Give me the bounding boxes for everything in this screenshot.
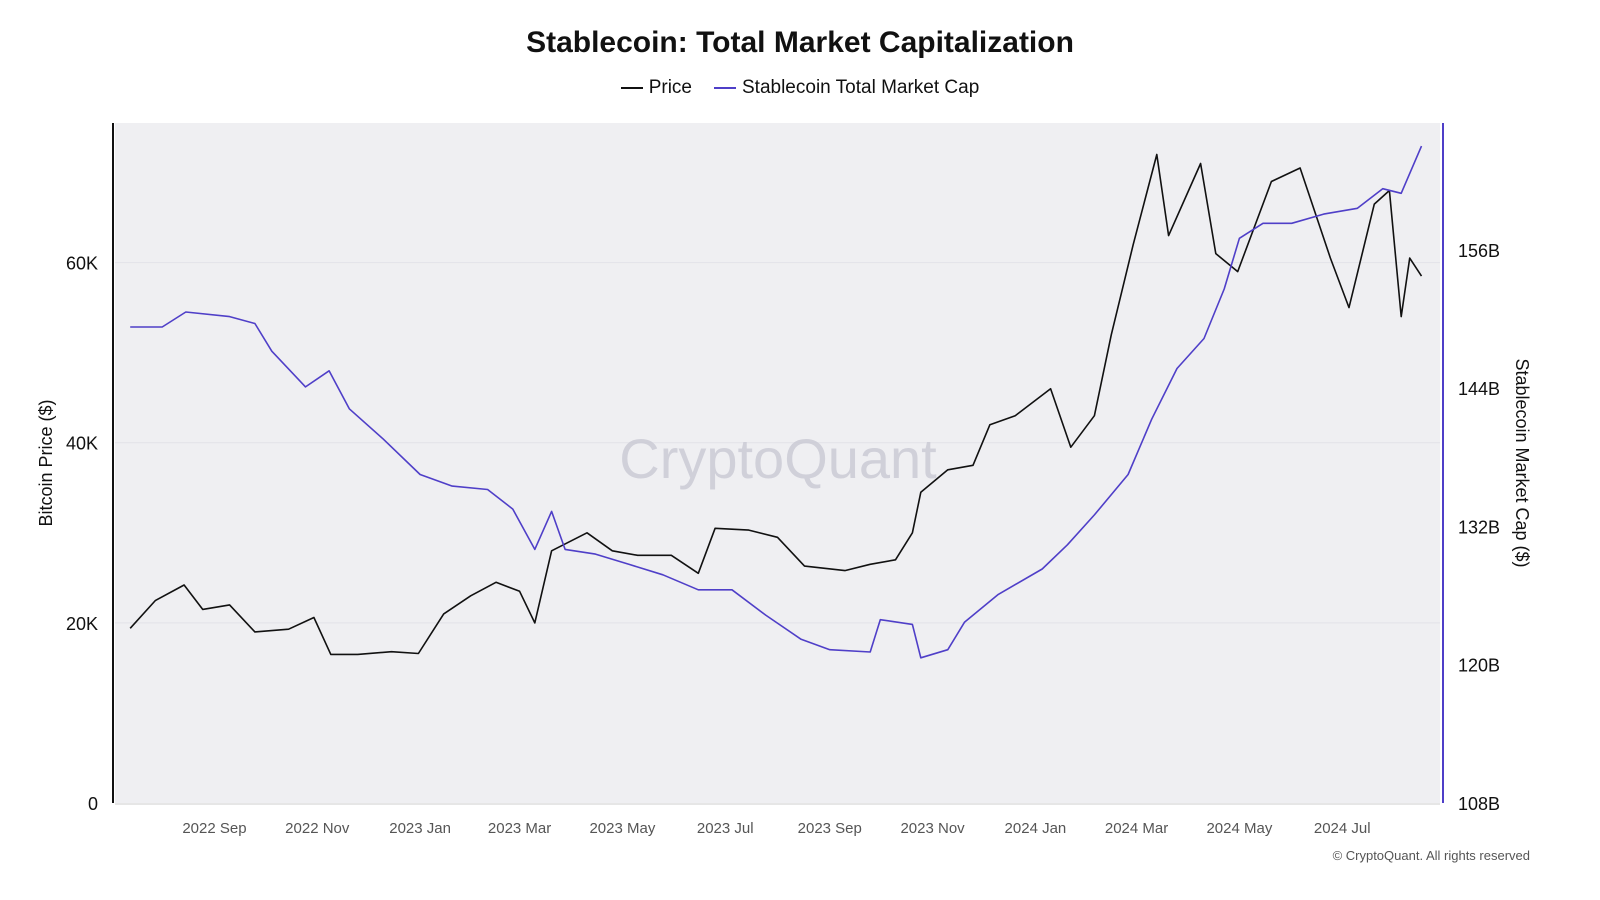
y-left-axis-label: Bitcoin Price ($) xyxy=(36,399,56,526)
plot-area xyxy=(115,123,1440,803)
x-tick-label: 2024 May xyxy=(1206,820,1272,837)
x-tick-label: 2023 May xyxy=(589,820,655,837)
legend-swatch-price xyxy=(620,87,643,89)
x-tick-label: 2024 Jan xyxy=(1005,820,1067,837)
chart-title: Stablecoin: Total Market Capitalization xyxy=(526,26,1074,59)
x-tick-label: 2023 Jul xyxy=(697,820,754,837)
x-tick-label: 2022 Sep xyxy=(182,820,246,837)
copyright-footer: © CryptoQuant. All rights reserved xyxy=(1332,848,1530,863)
x-tick-label: 2023 Sep xyxy=(798,820,862,837)
legend-label-price: Price xyxy=(648,77,692,98)
legend-swatch-stablecoin xyxy=(714,87,736,89)
x-tick-label: 2023 Nov xyxy=(900,820,965,837)
y-left-tick-label: 40K xyxy=(66,434,98,454)
x-tick-label: 2024 Mar xyxy=(1105,820,1168,837)
y-right-tick-label: 108B xyxy=(1458,794,1500,814)
y-left-tick-label: 20K xyxy=(66,614,98,634)
y-right-tick-label: 156B xyxy=(1458,241,1500,261)
watermark: CryptoQuant xyxy=(619,427,937,490)
legend-item-stablecoin[interactable]: Stablecoin Total Market Cap xyxy=(714,77,979,99)
y-right-tick-label: 132B xyxy=(1458,517,1500,537)
x-tick-label: 2023 Jan xyxy=(389,820,451,837)
y-left-tick-label: 0 xyxy=(88,794,98,814)
y-left-tick-label: 60K xyxy=(66,254,98,274)
y-right-axis-label: Stablecoin Market Cap ($) xyxy=(1512,358,1532,567)
price-line xyxy=(129,153,1423,656)
x-tick-label: 2023 Mar xyxy=(488,820,551,837)
legend: Price Stablecoin Total Market Cap xyxy=(0,77,1600,99)
y-right-tick-label: 144B xyxy=(1458,379,1500,399)
x-tick-label: 2024 Jul xyxy=(1314,820,1371,837)
legend-label-stablecoin: Stablecoin Total Market Cap xyxy=(742,77,980,98)
stablecoin-marketcap-line xyxy=(130,145,1423,659)
legend-item-price[interactable]: Price xyxy=(620,77,692,99)
y-right-tick-label: 120B xyxy=(1458,656,1500,676)
x-tick-label: 2022 Nov xyxy=(285,820,350,837)
